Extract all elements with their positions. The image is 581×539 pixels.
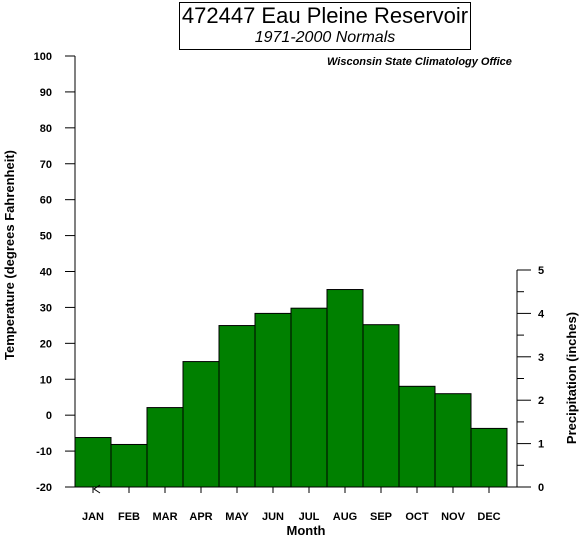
right-tick-label: 0	[538, 482, 544, 494]
x-tick-label-jun: JUN	[262, 511, 284, 523]
left-tick-label: -20	[36, 482, 52, 494]
right-tick-label: 4	[538, 308, 545, 320]
left-tick-label: 40	[40, 267, 52, 279]
x-tick-label-may: MAY	[225, 511, 249, 523]
x-axis-label: Month	[287, 523, 326, 538]
right-tick-label: 1	[538, 439, 544, 451]
bars-group	[74, 289, 508, 488]
left-tick-label: 10	[40, 374, 52, 386]
bar-jun	[254, 312, 292, 488]
x-tick-label-jul: JUL	[299, 511, 320, 523]
right-tick-label: 5	[538, 265, 544, 277]
left-tick-label: 30	[40, 302, 52, 314]
left-tick-label: 70	[40, 159, 52, 171]
left-tick-label: 0	[46, 410, 52, 422]
bar-jul	[290, 307, 328, 488]
chart-title: 472447 Eau Pleine Reservoir	[181, 3, 469, 28]
source-label: Wisconsin State Climatology Office	[327, 56, 512, 68]
bar-oct	[398, 385, 436, 488]
right-tick-label: 3	[538, 352, 544, 364]
x-tick-label-oct: OCT	[405, 511, 429, 523]
bar-aug	[326, 289, 364, 488]
left-tick-label: 90	[40, 87, 52, 99]
bar-mar	[146, 407, 184, 488]
bar-jan	[74, 437, 112, 488]
x-tick-label-dec: DEC	[477, 511, 500, 523]
x-tick-label-mar: MAR	[152, 511, 177, 523]
bar-feb	[110, 443, 148, 488]
right-axis-label: Precipitation (inches)	[564, 312, 579, 444]
marker-icon	[93, 484, 101, 494]
x-tick-label-nov: NOV	[441, 511, 466, 523]
left-axis-label: Temperature (degrees Fahrenheit)	[2, 150, 17, 360]
bar-may	[218, 325, 256, 488]
left-tick-label: 100	[34, 51, 52, 63]
left-tick-label: 60	[40, 195, 52, 207]
x-tick-label-aug: AUG	[333, 511, 357, 523]
left-tick-label: 80	[40, 123, 52, 135]
left-tick-label: -10	[36, 446, 52, 458]
bar-sep	[362, 324, 400, 488]
bar-dec	[470, 427, 508, 488]
bar-nov	[434, 393, 472, 488]
x-tick-label-apr: APR	[189, 511, 212, 523]
x-tick-label-jan: JAN	[82, 511, 104, 523]
left-tick-label: 20	[40, 338, 52, 350]
chart-subtitle: 1971-2000 Normals	[254, 29, 396, 46]
x-tick-label-feb: FEB	[118, 511, 140, 523]
x-tick-label-sep: SEP	[370, 511, 392, 523]
bar-apr	[182, 361, 220, 488]
title-box: 472447 Eau Pleine Reservoir 1971-2000 No…	[179, 2, 471, 50]
left-tick-label: 50	[40, 231, 52, 243]
right-tick-label: 2	[538, 395, 544, 407]
